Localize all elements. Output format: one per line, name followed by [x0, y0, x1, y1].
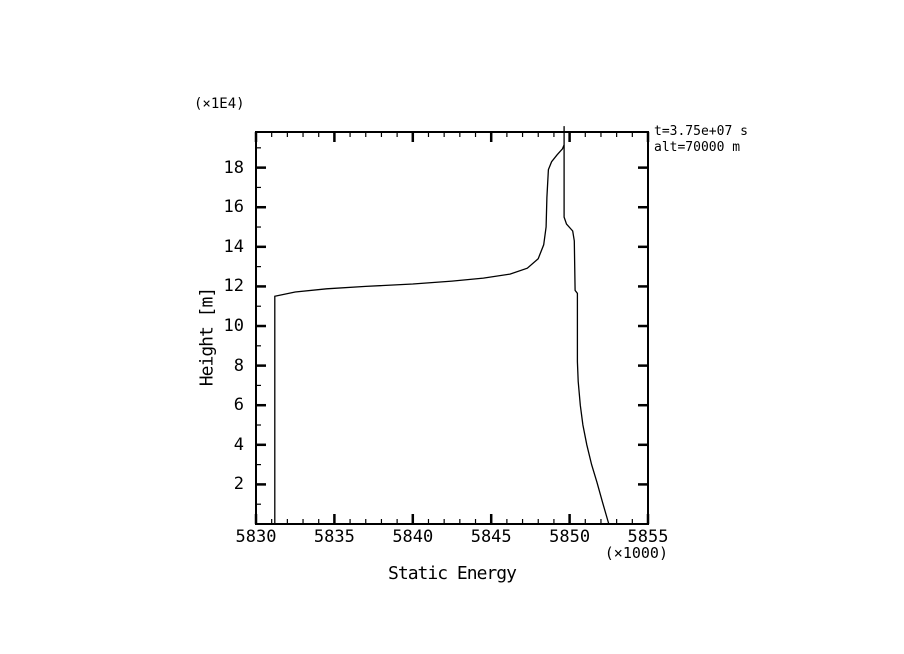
x-tick-label: 5835 [313, 527, 355, 547]
annotation-altitude: alt=70000 m [654, 140, 741, 155]
curve-profile-right [563, 126, 610, 525]
x-tick-label: 5840 [392, 527, 434, 547]
x-axis-unit-label: (×1000) [604, 544, 668, 562]
annotation-block: t=3.75e+07 s alt=70000 m [654, 124, 748, 156]
plot-box [255, 131, 649, 525]
x-tick-label: 5830 [235, 527, 277, 547]
annotation-time: t=3.75e+07 s [654, 124, 748, 139]
x-tick-label: 5855 [627, 527, 669, 547]
y-tick-label: 6 [233, 395, 244, 416]
y-tick-label: 14 [223, 236, 244, 257]
y-axis-unit-label: (×1E4) [194, 96, 245, 112]
x-tick-label: 5845 [470, 527, 512, 547]
x-axis-title: Static Energy [388, 563, 517, 584]
y-tick-label: 4 [233, 434, 244, 455]
y-tick-label: 16 [223, 197, 244, 218]
y-tick-label: 18 [223, 157, 244, 178]
y-tick-label: 12 [223, 276, 244, 297]
y-tick-label: 2 [233, 474, 244, 495]
x-tick-label: 5850 [549, 527, 591, 547]
y-tick-label: 10 [223, 316, 244, 337]
y-tick-label: 8 [233, 355, 244, 376]
curve-profile-left [274, 144, 565, 524]
